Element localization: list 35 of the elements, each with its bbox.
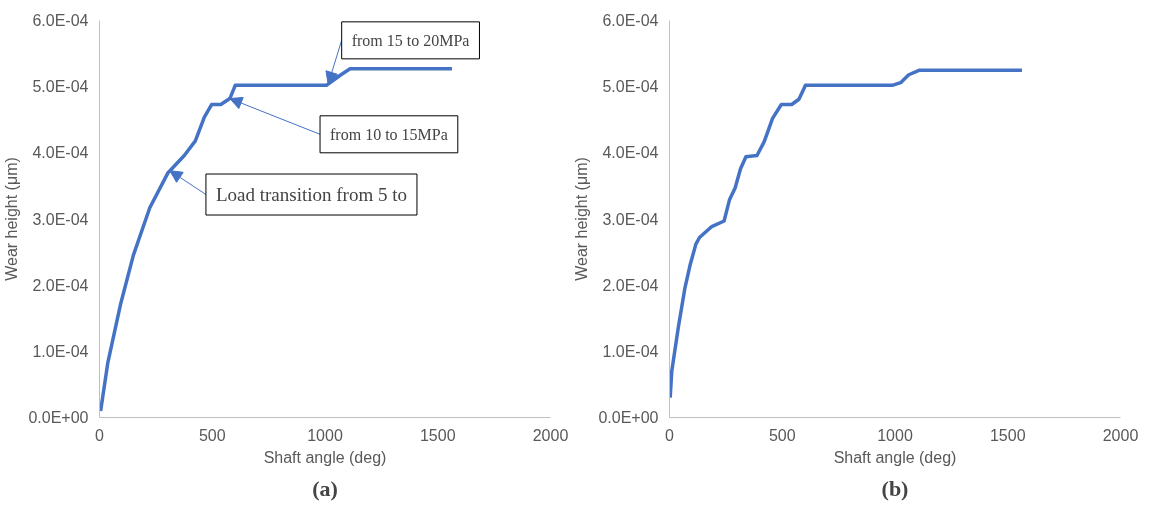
annotation: from 10 to 15MPa: [330, 125, 448, 143]
y-tick-label: 6.0E-04: [32, 12, 89, 29]
y-tick-label: 0.0E+00: [28, 409, 89, 426]
text: (b): [881, 475, 909, 501]
y-tick-label: 3.0E-04: [32, 210, 89, 228]
x-axis-title: Shaft angle (deg): [263, 448, 387, 466]
x-tick-label: 0: [95, 426, 105, 444]
y-tick-label: 3.0E-04: [602, 210, 659, 228]
y-tick-label: 2.0E-04: [602, 276, 659, 294]
x-tick-label: 500: [198, 426, 226, 444]
x-tick-label: 2000: [532, 426, 569, 444]
x-tick-label: 0: [665, 426, 675, 444]
x-tick-label: 1500: [989, 426, 1026, 444]
y-axis-title: Wear height (μm): [3, 157, 21, 281]
y-tick-label: 6.0E-04: [602, 12, 659, 29]
text: (a): [312, 475, 338, 501]
line-series: [669, 68, 1024, 400]
x-axis-title: Shaft angle (deg): [833, 448, 957, 466]
x-tick-label: 2000: [1102, 426, 1139, 444]
x-tick-label: 500: [768, 426, 796, 444]
y-axis-title: Wear height (μm): [573, 157, 591, 281]
x-tick-label: 1000: [307, 426, 343, 444]
y-tick-label: 1.0E-04: [602, 342, 659, 360]
line-series: [99, 67, 454, 413]
x-tick-label: 1000: [877, 426, 913, 444]
y-tick-label: 0.0E+00: [598, 409, 659, 426]
annotation: Load transition from 5 to: [215, 184, 407, 206]
x-tick-label: 1500: [419, 426, 456, 444]
y-tick-label: 4.0E-04: [602, 144, 659, 162]
y-tick-label: 4.0E-04: [32, 144, 89, 162]
y-tick-label: 2.0E-04: [32, 276, 89, 294]
y-tick-label: 5.0E-04: [32, 78, 89, 96]
y-tick-label: 1.0E-04: [32, 342, 89, 360]
y-tick-label: 5.0E-04: [602, 78, 659, 96]
annotation: from 15 to 20MPa: [351, 31, 470, 49]
